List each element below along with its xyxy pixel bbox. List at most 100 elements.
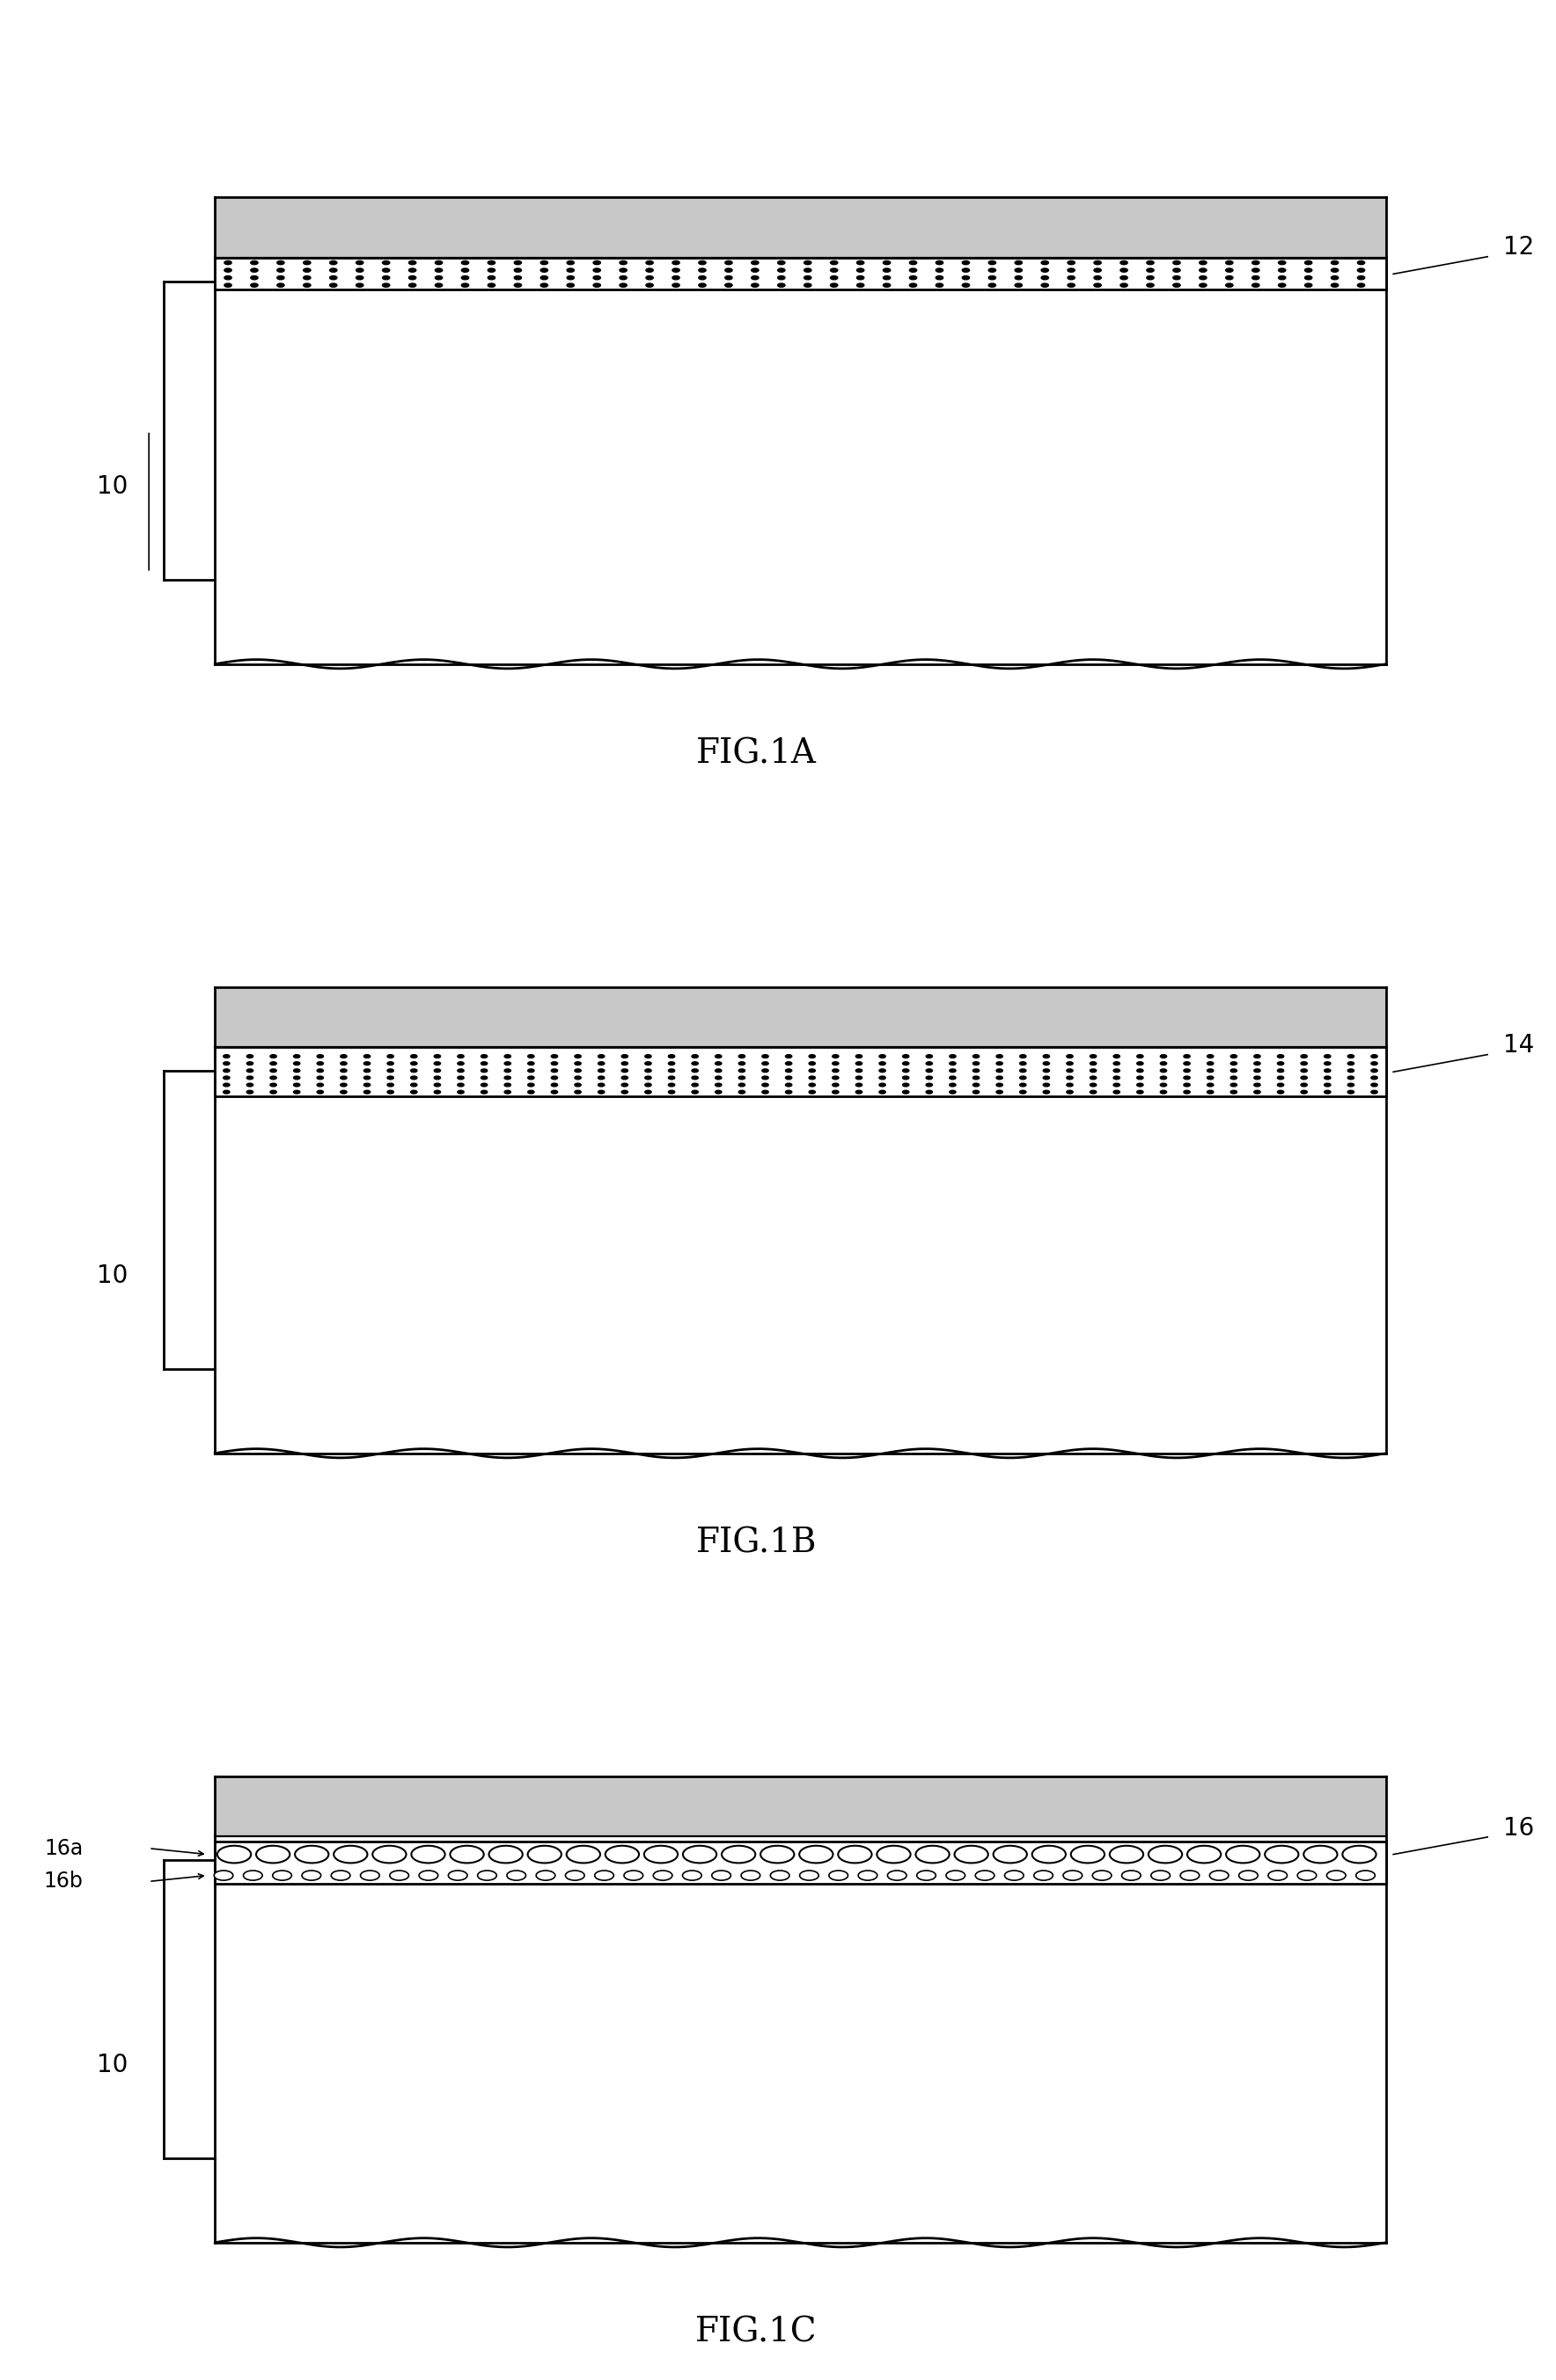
Circle shape (1231, 1061, 1237, 1066)
Circle shape (1161, 1061, 1167, 1066)
Circle shape (644, 1083, 652, 1088)
Circle shape (954, 1847, 988, 1864)
Circle shape (1357, 276, 1365, 278)
Circle shape (857, 283, 864, 288)
Circle shape (1148, 1847, 1183, 1864)
Circle shape (598, 1054, 604, 1059)
Circle shape (949, 1076, 955, 1081)
Circle shape (436, 276, 442, 278)
Circle shape (1200, 283, 1206, 288)
Circle shape (786, 1054, 792, 1059)
Circle shape (1355, 1871, 1376, 1880)
Circle shape (725, 276, 733, 278)
Circle shape (1324, 1083, 1330, 1088)
Circle shape (364, 1090, 370, 1095)
Circle shape (513, 262, 521, 264)
Circle shape (993, 1847, 1027, 1864)
Circle shape (1304, 1847, 1337, 1864)
Circle shape (1181, 1871, 1200, 1880)
Circle shape (752, 262, 759, 264)
Circle shape (692, 1054, 699, 1059)
Circle shape (926, 1083, 932, 1088)
Circle shape (1254, 1054, 1260, 1059)
Circle shape (1161, 1069, 1167, 1073)
Circle shape (566, 283, 574, 288)
Circle shape (739, 1076, 745, 1081)
Circle shape (224, 283, 232, 288)
Circle shape (277, 283, 285, 288)
Circle shape (598, 1076, 604, 1081)
Circle shape (574, 1090, 580, 1095)
Circle shape (621, 1090, 629, 1095)
Circle shape (341, 1090, 347, 1095)
Circle shape (317, 1076, 324, 1081)
Circle shape (646, 262, 654, 264)
Circle shape (926, 1076, 932, 1081)
Circle shape (1114, 1090, 1120, 1095)
Circle shape (527, 1069, 534, 1073)
Circle shape (1089, 1090, 1097, 1095)
Circle shape (1279, 276, 1285, 278)
Circle shape (223, 1061, 230, 1066)
Circle shape (804, 269, 811, 271)
Circle shape (1265, 1847, 1299, 1864)
Circle shape (962, 269, 969, 271)
Circle shape (884, 262, 890, 264)
Circle shape (540, 269, 548, 271)
Circle shape (251, 262, 258, 264)
Text: 12: 12 (1503, 236, 1534, 259)
Circle shape (1327, 1871, 1346, 1880)
Circle shape (1357, 269, 1365, 271)
Circle shape (832, 1076, 839, 1081)
Circle shape (809, 1076, 815, 1081)
Circle shape (513, 283, 521, 288)
Circle shape (317, 1090, 324, 1095)
Circle shape (1200, 262, 1206, 264)
Circle shape (1305, 269, 1312, 271)
Circle shape (762, 1090, 769, 1095)
Circle shape (669, 1054, 675, 1059)
Circle shape (1357, 262, 1365, 264)
Circle shape (949, 1083, 955, 1088)
Circle shape (481, 1083, 487, 1088)
Circle shape (271, 1054, 277, 1059)
Circle shape (1147, 276, 1155, 278)
Circle shape (1231, 1076, 1237, 1081)
Circle shape (716, 1076, 722, 1081)
Circle shape (247, 1083, 254, 1088)
Circle shape (699, 269, 706, 271)
Circle shape (1043, 1083, 1050, 1088)
Circle shape (1137, 1083, 1144, 1088)
Circle shape (317, 1069, 324, 1073)
Circle shape (692, 1069, 699, 1073)
Circle shape (1173, 269, 1181, 271)
Circle shape (762, 1083, 769, 1088)
Circle shape (856, 1076, 862, 1081)
Circle shape (692, 1076, 699, 1081)
Circle shape (1301, 1069, 1307, 1073)
Circle shape (856, 1090, 862, 1095)
Circle shape (1019, 1054, 1025, 1059)
Circle shape (383, 262, 389, 264)
Circle shape (831, 283, 837, 288)
Circle shape (683, 1871, 702, 1880)
Circle shape (436, 283, 442, 288)
Circle shape (752, 276, 759, 278)
Circle shape (1089, 1069, 1097, 1073)
Circle shape (1254, 1061, 1260, 1066)
Bar (215, 1775, 1386, 1837)
Circle shape (831, 276, 837, 278)
Circle shape (716, 1090, 722, 1095)
Circle shape (1161, 1083, 1167, 1088)
Circle shape (527, 1090, 534, 1095)
Circle shape (996, 1054, 1002, 1059)
Circle shape (935, 269, 943, 271)
Circle shape (762, 1076, 769, 1081)
Circle shape (302, 1871, 321, 1880)
Circle shape (1305, 283, 1312, 288)
Circle shape (450, 1847, 484, 1864)
Circle shape (489, 262, 495, 264)
Circle shape (411, 1069, 417, 1073)
Circle shape (224, 269, 232, 271)
Circle shape (909, 276, 916, 278)
